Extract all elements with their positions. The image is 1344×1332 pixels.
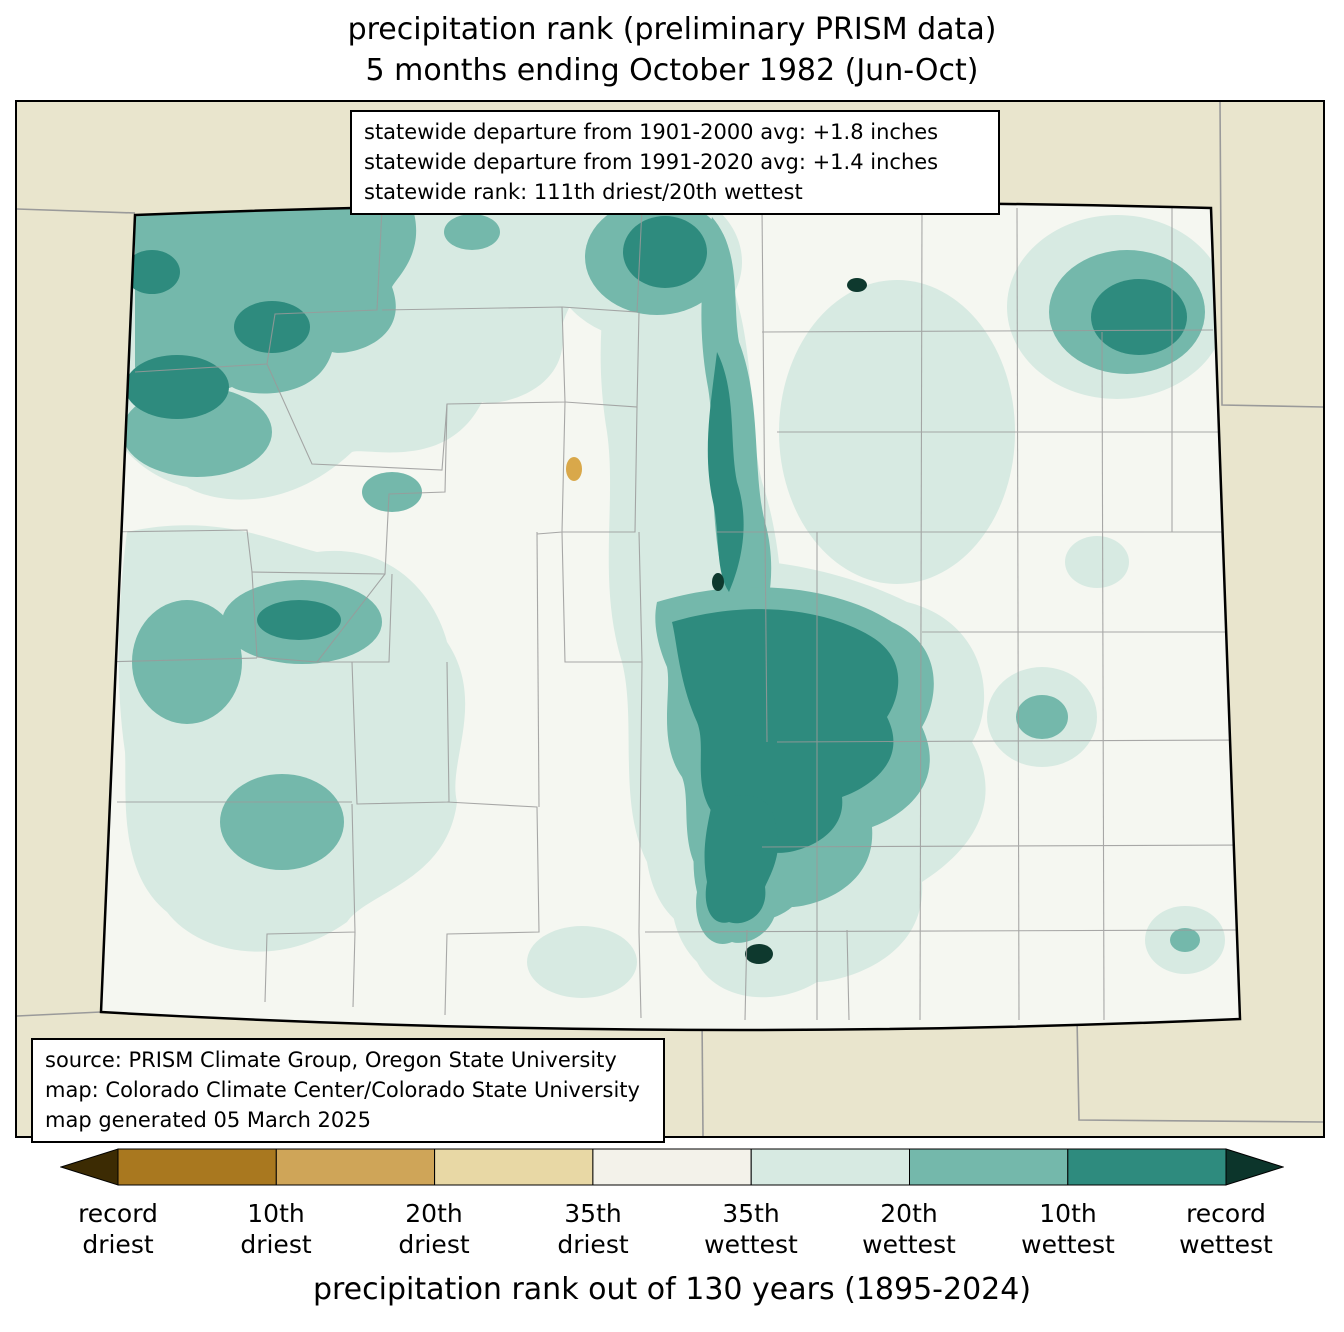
neighbor-state-borders: [17, 102, 1323, 1136]
colorbar-segment-20th-wettest: [909, 1148, 1069, 1186]
stats-line-departure-1901: statewide departure from 1901-2000 avg: …: [364, 120, 939, 144]
colorbar-segment-20th-driest: [275, 1148, 436, 1186]
colorbar-segment-near-normal: [592, 1148, 752, 1186]
colorbar-segment-35th-wettest: [750, 1148, 911, 1186]
source-attribution-box: source: PRISM Climate Group, Oregon Stat…: [31, 1038, 665, 1144]
blobs-10th-wettest: [124, 216, 1187, 924]
colorbar-label-10th-driest: 10th driest: [240, 1199, 312, 1260]
county-lines: [101, 207, 1240, 1021]
map-frame: statewide departure from 1901-2000 avg: …: [15, 100, 1325, 1144]
statewide-stats-box: statewide departure from 1901-2000 avg: …: [350, 110, 1000, 216]
colorbar-arrow-record-wettest: [1225, 1148, 1284, 1186]
colorbar-label-35th-driest: 35th driest: [557, 1199, 629, 1260]
colorbar: [60, 1148, 1284, 1186]
colorbar-segment-10th-driest: [117, 1148, 277, 1186]
stats-line-departure-1991: statewide departure from 1991-2020 avg: …: [364, 149, 939, 174]
colorado-precipitation-map: [17, 102, 1323, 1136]
colorbar-segment-35th-driest: [434, 1148, 594, 1186]
colorbar-labels: record driest 10th driest 20th driest 35…: [0, 1198, 1344, 1270]
colorbar-label-20th-wettest: 20th wettest: [862, 1199, 956, 1260]
source-line: source: PRISM Climate Group, Oregon Stat…: [45, 1048, 617, 1072]
colorbar-label-record-wettest: record wettest: [1179, 1199, 1273, 1260]
colorbar-caption: precipitation rank out of 130 years (189…: [312, 1272, 1032, 1307]
colorbar-label-20th-driest: 20th driest: [398, 1199, 470, 1260]
stats-line-rank: statewide rank: 111th driest/20th wettes…: [364, 179, 803, 204]
page-title-line2: 5 months ending October 1982 (Jun-Oct): [365, 52, 979, 88]
blobs-record-wettest: [712, 278, 867, 964]
precip-rank-blobs: [101, 202, 1240, 1021]
colorbar-label-record-driest: record driest: [78, 1199, 158, 1260]
page-title: precipitation rank (preliminary PRISM da…: [0, 10, 1344, 91]
blob-dry-spot: [566, 457, 582, 481]
colorbar-segment-10th-wettest: [1067, 1148, 1227, 1186]
generated-date-line: map generated 05 March 2025: [45, 1107, 372, 1132]
page-title-line1: precipitation rank (preliminary PRISM da…: [347, 12, 997, 47]
colorbar-label-10th-wettest: 10th wettest: [1021, 1199, 1115, 1260]
colorbar-label-35th-wettest: 35th wettest: [704, 1199, 798, 1260]
map-credit-line: map: Colorado Climate Center/Colorado St…: [45, 1077, 640, 1102]
colorbar-arrow-record-driest: [60, 1148, 119, 1186]
